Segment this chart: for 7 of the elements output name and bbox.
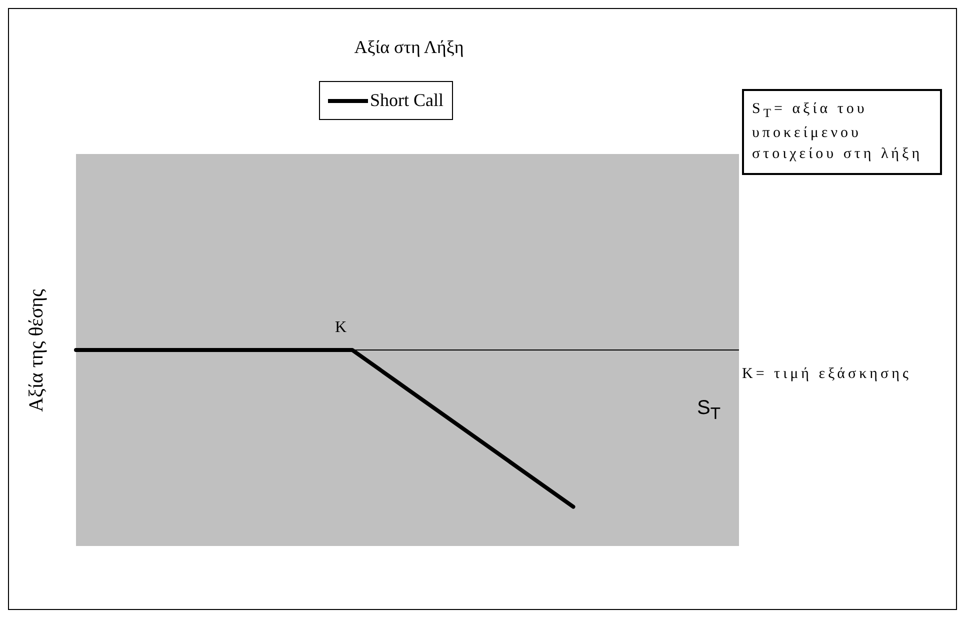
x-axis-title: S$_{T}$ [697,397,721,424]
legend-label: Short Call [369,90,444,111]
y-axis-title: Αξία της θέσης [26,288,48,414]
chart-title: Αξία στη Λήξη [353,37,465,58]
text: K [335,319,347,337]
text: K= τιμή εξάσκησης [742,365,912,384]
text: S$_{T}$= αξία του υποκείμενου στοιχείου στη λήξη [742,89,942,174]
